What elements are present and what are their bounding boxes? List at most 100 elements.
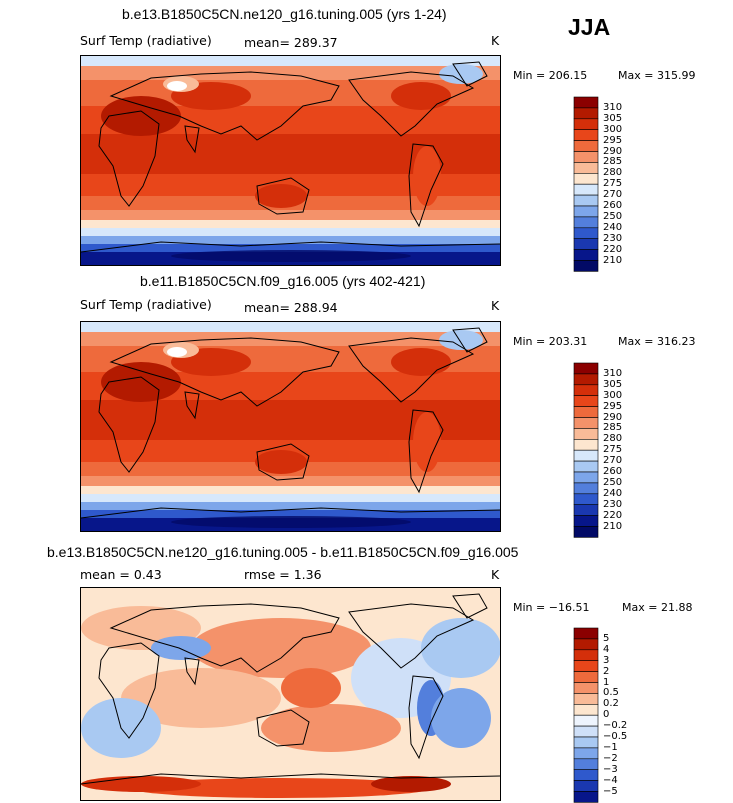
field-band [81, 66, 500, 80]
panel1-map [80, 55, 501, 266]
field-patch [281, 668, 341, 708]
coastline [348, 71, 475, 137]
field-patch [391, 348, 451, 376]
colorbar-label: 300 [603, 123, 623, 135]
panel1-max: Max = 315.99 [618, 69, 696, 82]
colorbar-box [573, 627, 599, 640]
colorbar-box [573, 406, 599, 418]
coastline [256, 443, 310, 481]
field-patch [391, 82, 451, 110]
colorbar-label: 0.2 [603, 698, 619, 710]
colorbar-box [573, 660, 599, 672]
field-patch [101, 96, 181, 136]
field-patch [371, 776, 451, 792]
colorbar-box [573, 428, 599, 440]
colorbar-box [573, 714, 599, 727]
colorbar-box [573, 638, 599, 651]
panel3-mean: mean = 0.43 [80, 567, 162, 582]
panel1-min: Min = 206.15 [513, 69, 588, 82]
colorbar-label: 260 [603, 466, 623, 477]
coastline [81, 507, 500, 519]
colorbar-label: −4 [603, 774, 618, 786]
coastline [184, 125, 200, 154]
colorbar-box [573, 417, 599, 429]
panel3-units: K [491, 567, 500, 582]
panel3-min: Min = −16.51 [513, 601, 590, 614]
colorbar-box [573, 780, 599, 792]
colorbar-label: 230 [603, 498, 623, 510]
panel3-rmse: rmse = 1.36 [244, 567, 322, 582]
coastline [98, 376, 160, 473]
field-band [81, 502, 500, 510]
field-band [81, 236, 500, 244]
coastline [109, 603, 340, 673]
coastline [81, 241, 500, 253]
panel1-units: K [491, 33, 500, 48]
colorbar-box [573, 493, 599, 506]
colorbar-label: 310 [603, 367, 623, 379]
colorbar-box [573, 758, 599, 771]
colorbar-label: 300 [603, 389, 623, 401]
panel2-map [80, 321, 501, 532]
colorbar-label: 270 [603, 189, 623, 201]
colorbar-boxes [573, 96, 599, 272]
colorbar-label: 280 [603, 433, 623, 445]
field-band [81, 332, 500, 346]
coastline [452, 61, 488, 87]
field-patch [439, 64, 483, 84]
colorbar-box [573, 460, 599, 473]
panel3-title: b.e13.B1850C5CN.ne120_g16.tuning.005 - b… [47, 544, 519, 560]
colorbar-box [573, 671, 599, 683]
colorbar-label: 285 [603, 422, 623, 434]
field-patch [261, 704, 401, 752]
coastline [109, 71, 340, 141]
colorbar-box [573, 515, 599, 527]
colorbar-label: 280 [603, 167, 623, 179]
colorbar-label: 0.5 [603, 687, 619, 699]
colorbar-label: 240 [603, 221, 623, 233]
panel3-max: Max = 21.88 [622, 601, 693, 614]
panel1-variable: Surf Temp (radiative) [80, 33, 212, 48]
colorbar-label: 210 [603, 254, 623, 266]
panel1-title: b.e13.B1850C5CN.ne120_g16.tuning.005 (yr… [122, 6, 447, 22]
colorbar-box [573, 649, 599, 661]
field-band [81, 244, 500, 252]
colorbar-box [573, 227, 599, 240]
panel2-max: Max = 316.23 [618, 335, 696, 348]
colorbar-box [573, 482, 599, 495]
field-band [81, 220, 500, 228]
field-patch [101, 362, 181, 402]
colorbar-box [573, 791, 599, 803]
coastline [408, 409, 444, 494]
colorbar-label: 250 [603, 210, 623, 222]
colorbar-label: 290 [603, 145, 623, 157]
colorbar-label: 2 [603, 665, 610, 677]
colorbar-box [573, 173, 599, 185]
colorbar-box [573, 693, 599, 705]
field-patch [171, 516, 411, 528]
colorbar-label: 285 [603, 156, 623, 168]
colorbar-box [573, 260, 599, 272]
colorbar-box [573, 183, 599, 196]
colorbar-label: 305 [603, 112, 623, 124]
colorbar-box [573, 140, 599, 152]
field-patch [167, 81, 187, 91]
colorbar-label: 295 [603, 134, 623, 146]
field-band [81, 486, 500, 494]
colorbar-label: 3 [603, 654, 610, 666]
panel2-units: K [491, 298, 500, 313]
field-patch [255, 184, 307, 208]
field-band [81, 476, 500, 486]
coastline [452, 593, 488, 619]
colorbar-box [573, 504, 599, 516]
field-patch [421, 618, 500, 678]
colorbar-label: 230 [603, 232, 623, 244]
panel1-mean: mean= 289.37 [244, 35, 338, 50]
colorbar-label: 275 [603, 444, 623, 456]
colorbar-box [573, 526, 599, 538]
coastline [98, 110, 160, 207]
colorbar-box [573, 725, 599, 738]
colorbar-boxes [573, 362, 599, 538]
colorbar-box [573, 439, 599, 451]
field-band [81, 210, 500, 220]
